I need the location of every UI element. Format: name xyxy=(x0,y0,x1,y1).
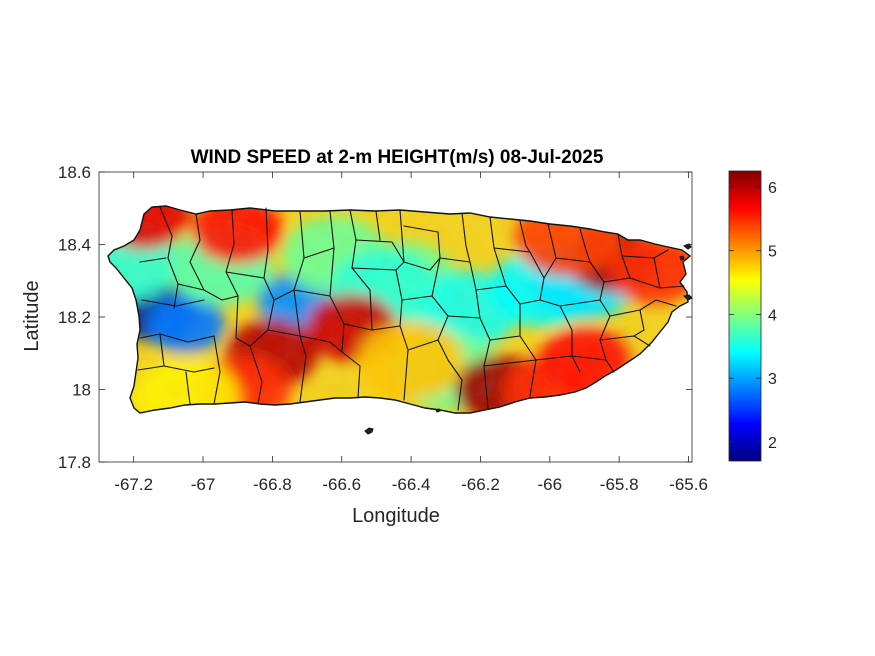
y-tick-label: 18.2 xyxy=(58,308,91,327)
colorbar-tick-label: 6 xyxy=(768,180,777,197)
y-tick-label: 17.8 xyxy=(58,453,91,472)
municipal-boundary xyxy=(351,261,431,271)
municipal-boundary xyxy=(483,359,537,367)
municipal-boundary xyxy=(403,225,441,259)
east-islet-3 xyxy=(679,255,685,261)
municipal-boundary xyxy=(571,355,615,373)
municipal-boundary xyxy=(141,299,205,307)
municipal-boundary xyxy=(137,365,215,373)
y-axis-label: Latitude xyxy=(21,280,43,351)
chart-title: WIND SPEED at 2-m HEIGHT(m/s) 08-Jul-202… xyxy=(191,147,604,168)
municipal-boundary xyxy=(395,269,409,401)
municipal-boundary xyxy=(447,359,463,411)
y-tick-label: 18 xyxy=(72,381,91,400)
colorbar-tick-label: 3 xyxy=(768,371,777,388)
municipal-boundary xyxy=(431,257,441,297)
wind-field xyxy=(108,206,690,413)
island-coastline xyxy=(107,205,692,414)
municipal-boundary xyxy=(267,329,307,403)
colorbar-tick-label: 4 xyxy=(768,307,777,324)
x-tick-label: -65.8 xyxy=(600,475,639,494)
colorbar-tick-label: 2 xyxy=(768,435,777,452)
wind-field-texture xyxy=(108,206,690,413)
x-tick-label: -66.6 xyxy=(322,475,361,494)
municipal-boundary xyxy=(185,371,191,405)
municipal-boundary xyxy=(177,283,205,291)
municipal-boundary xyxy=(299,335,343,353)
municipal-boundary xyxy=(519,220,545,301)
municipal-boundaries xyxy=(137,206,685,411)
y-axis: 17.8 18 18.2 18.4 18.6 xyxy=(58,163,692,472)
municipal-boundary xyxy=(603,277,685,289)
municipal-boundary xyxy=(139,257,167,263)
municipal-boundary xyxy=(293,210,305,337)
municipal-boundary xyxy=(653,257,661,289)
colorbar-tick-label: 5 xyxy=(768,244,777,261)
colorbar-ticks: 2 3 4 5 6 xyxy=(729,180,777,452)
municipal-boundary xyxy=(273,289,331,301)
x-tick-label: -67.2 xyxy=(114,475,153,494)
municipal-boundary xyxy=(159,333,165,367)
municipal-boundary xyxy=(461,212,481,319)
municipal-boundary xyxy=(375,210,381,241)
municipal-boundary xyxy=(579,228,591,263)
municipal-boundary xyxy=(519,299,573,331)
municipal-boundary xyxy=(633,309,645,337)
caja-de-muertos-islet xyxy=(364,427,374,435)
x-tick-label: -65.6 xyxy=(669,475,708,494)
colorbar: 2 3 4 5 6 xyxy=(728,170,777,462)
x-tick-label: -66.4 xyxy=(392,475,431,494)
x-tick-label: -66.2 xyxy=(461,475,500,494)
municipal-boundary xyxy=(139,333,215,343)
municipal-boundary xyxy=(555,257,605,301)
municipal-boundary xyxy=(399,209,405,263)
y-tick-label: 18.6 xyxy=(58,163,91,182)
municipal-boundary xyxy=(329,210,345,353)
municipal-boundary xyxy=(225,271,265,279)
south-islet xyxy=(435,408,441,413)
municipal-boundary xyxy=(213,335,221,405)
plot-area: -67.2 -67 -66.8 -66.6 -66.4 -66.2 -66 -65.8 -65.… xyxy=(58,163,708,494)
municipal-boundary xyxy=(303,247,335,259)
municipal-boundary xyxy=(355,239,405,263)
municipal-boundary xyxy=(609,299,677,317)
x-tick-label: -66.8 xyxy=(253,475,292,494)
municipal-boundary xyxy=(341,351,361,399)
colorbar-gradient xyxy=(728,170,762,462)
x-axis: -67.2 -67 -66.8 -66.6 -66.4 -66.2 -66 -65.8 -65.… xyxy=(114,172,708,494)
municipal-boundary xyxy=(225,209,239,297)
municipal-boundary xyxy=(493,247,531,253)
y-tick-label: 18.4 xyxy=(58,236,91,255)
x-tick-label: -66 xyxy=(538,475,563,494)
municipal-boundary xyxy=(159,206,179,309)
x-tick-label: -67 xyxy=(191,475,216,494)
x-axis-label: Longitude xyxy=(352,505,440,527)
municipal-boundary xyxy=(407,339,439,351)
municipal-boundary xyxy=(249,329,269,347)
municipal-boundary xyxy=(189,213,239,301)
